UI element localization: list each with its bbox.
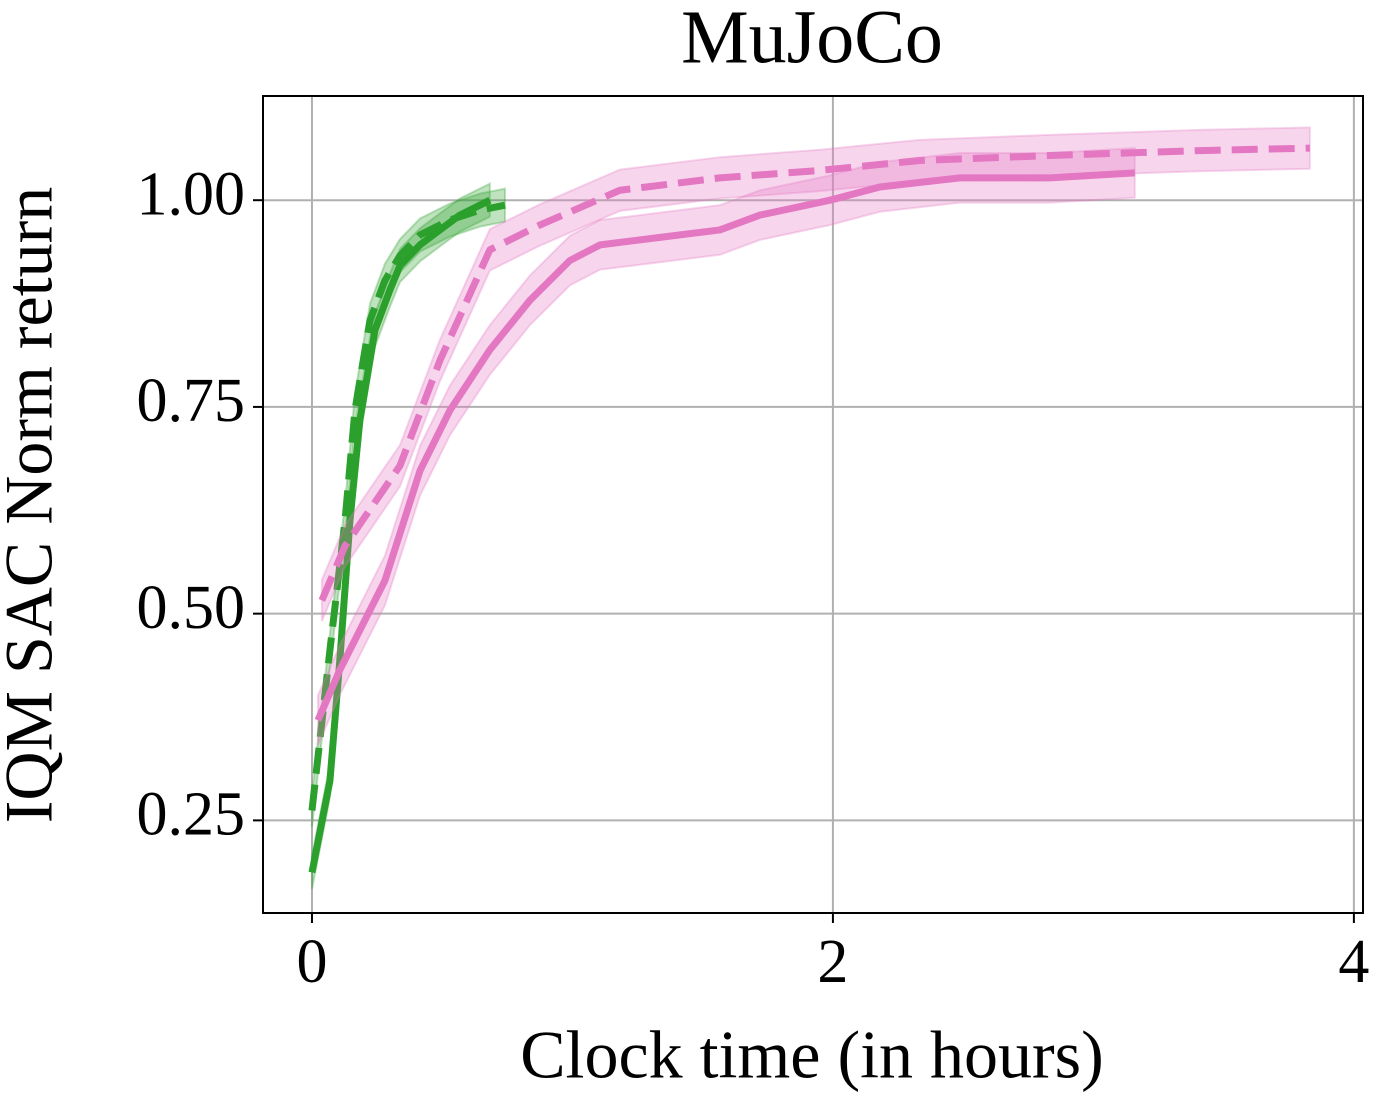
y-axis-label: IQM SAC Norm return <box>0 187 67 824</box>
y-tick-label: 0.25 <box>137 781 246 849</box>
y-tick-label: 0.50 <box>137 574 246 642</box>
x-tick-label: 4 <box>1338 928 1369 996</box>
series-line <box>308 201 506 811</box>
chart-title: MuJoCo <box>681 0 943 79</box>
x-tick-label: 0 <box>296 928 327 996</box>
series-line <box>314 169 1136 722</box>
x-tick-label: 2 <box>817 928 848 996</box>
confidence-band <box>320 126 1311 622</box>
confidence-band <box>316 147 1136 746</box>
x-axis-label: Clock time (in hours) <box>520 1017 1104 1093</box>
y-tick-label: 0.75 <box>137 367 246 435</box>
plot-frame <box>262 95 1364 914</box>
series-line <box>318 144 1310 602</box>
y-tick-label: 1.00 <box>137 160 246 228</box>
